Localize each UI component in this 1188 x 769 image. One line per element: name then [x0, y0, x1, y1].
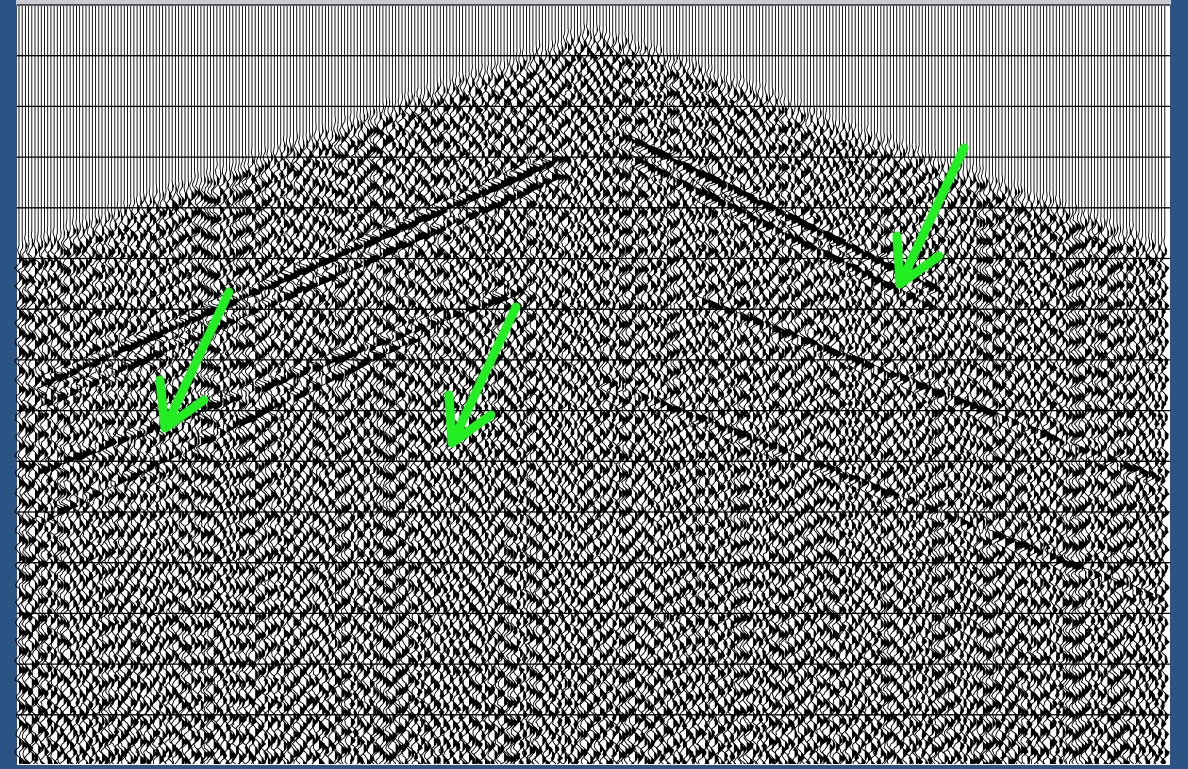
seismic-screenshot [0, 0, 1188, 769]
page: (() => { const data = JSON.parse(documen… [0, 0, 1188, 769]
top-edge [16, 0, 1171, 5]
